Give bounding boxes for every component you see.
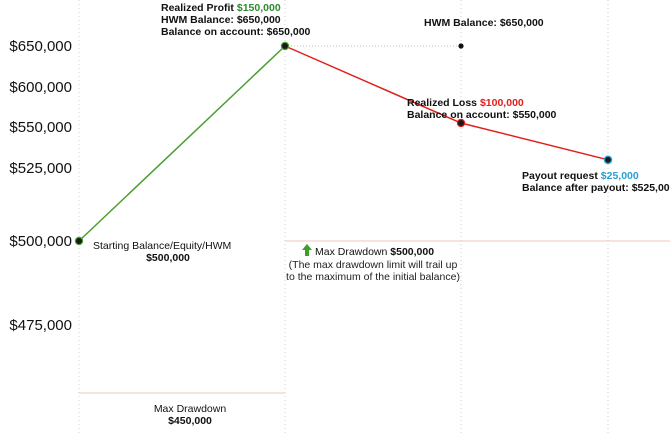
payout-balance: Balance after payout: $525,000: [522, 182, 670, 194]
loss-value: $100,000: [480, 97, 524, 109]
peak-profit-label: Realized Profit $150,000: [161, 2, 281, 14]
y-tick-label: $525,000: [9, 160, 72, 177]
vertical-guides: [78, 0, 609, 436]
initial-drawdown-label: Max Drawdown: [154, 403, 227, 415]
point-hwm: [458, 43, 464, 49]
point-payout: [603, 155, 613, 165]
payout-label: Payout request $25,000: [522, 170, 639, 182]
point-start: [74, 236, 84, 246]
y-tick-label: $550,000: [9, 119, 72, 136]
point-loss: [456, 118, 466, 128]
peak-hwm-balance: HWM Balance: $650,000: [161, 14, 281, 26]
y-tick-label: $600,000: [9, 79, 72, 96]
peak-profit-value: $150,000: [237, 2, 281, 14]
trail-drawdown-note-2: to the maximum of the initial balance): [286, 271, 460, 283]
initial-drawdown-value: $450,000: [168, 415, 212, 427]
loss-label: Realized Loss $100,000: [407, 97, 524, 109]
y-tick-label: $650,000: [9, 38, 72, 55]
y-tick-label: $475,000: [9, 317, 72, 334]
y-tick-label: $500,000: [9, 233, 72, 250]
y-axis-ticks: $650,000 $600,000 $550,000 $525,000 $500,000…: [9, 38, 72, 334]
trail-drawdown-note-1: (The max drawdown limit will trail up: [289, 259, 458, 271]
start-label: Starting Balance/Equity/HWM: [93, 240, 231, 252]
series-line-profit: [78, 45, 286, 242]
start-value: $500,000: [146, 252, 190, 264]
point-peak: [280, 41, 290, 51]
up-arrow-icon: [302, 244, 312, 256]
peak-balance: Balance on account: $650,000: [161, 26, 311, 38]
hwm-label: HWM Balance: $650,000: [424, 17, 544, 29]
trail-drawdown-label: Max Drawdown $500,000: [315, 246, 434, 258]
payout-value: $25,000: [601, 170, 639, 182]
trail-drawdown-value: $500,000: [390, 246, 434, 258]
loss-balance: Balance on account: $550,000: [407, 109, 557, 121]
